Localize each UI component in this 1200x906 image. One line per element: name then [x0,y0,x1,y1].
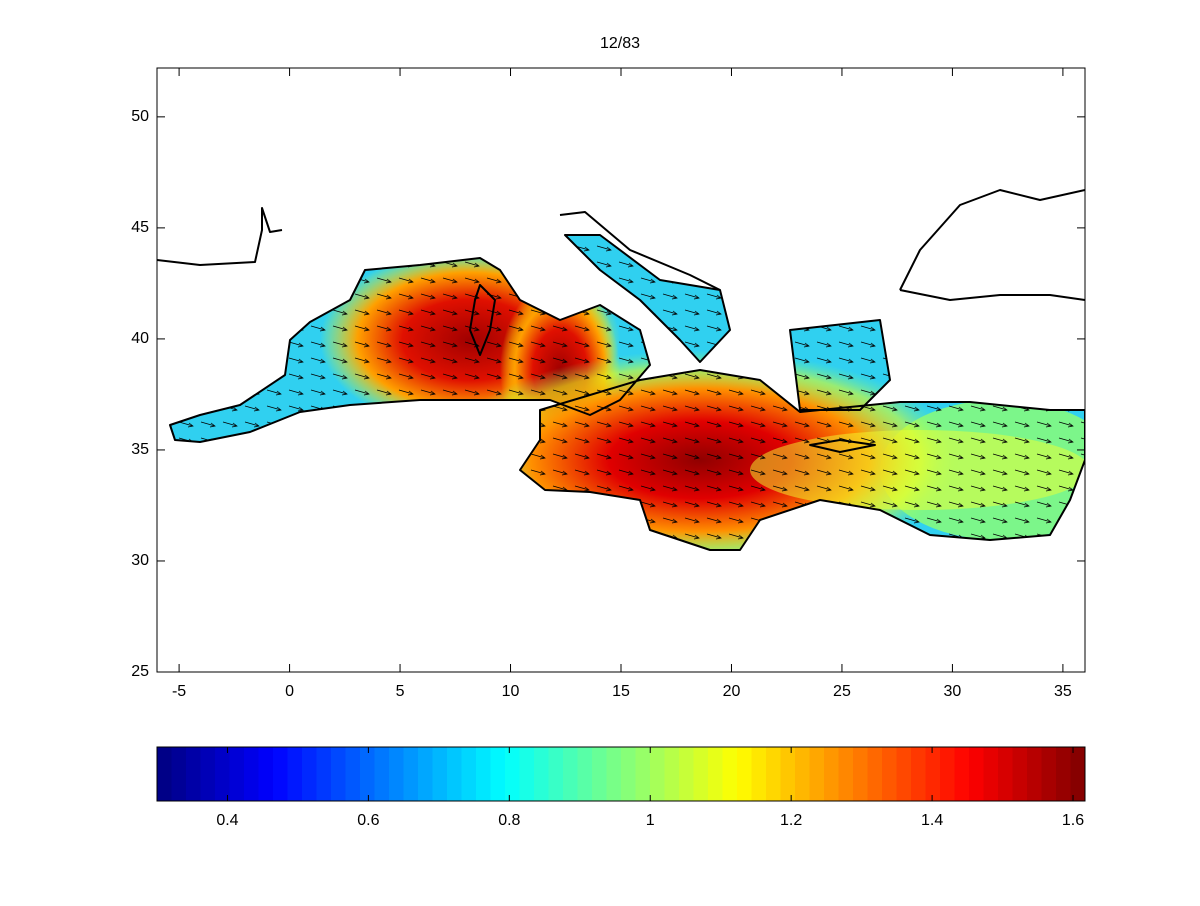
colorbar-cell [1012,747,1028,801]
colorbar-tick-label: 1.2 [780,812,802,829]
colorbar-cell [679,747,694,801]
y-tick-label: 40 [131,330,149,347]
colorbar-cell [345,747,361,801]
colorbar-cell [490,747,506,801]
colorbar-cell [1027,747,1042,801]
colorbar-cell [592,747,607,801]
colorbar-cell [606,747,622,801]
colorbar-cell [1041,747,1057,801]
colorbar-cell [316,747,332,801]
colorbar-cell [882,747,897,801]
colorbar-cell [447,747,462,801]
colorbar-cell [273,747,288,801]
colorbar-cell [708,747,723,801]
colorbar-cell [722,747,738,801]
colorbar-cell [171,747,187,801]
colorbar-cell [505,747,520,801]
colorbar-cell [360,747,375,801]
colorbar-cell [969,747,984,801]
colorbar-cell [911,747,926,801]
colorbar-cell [418,747,433,801]
colorbar-cell [432,747,448,801]
colorbar-tick-label: 0.6 [357,812,379,829]
y-tick-label: 45 [131,219,149,236]
colorbar-cell [331,747,346,801]
colorbar-cell [244,747,259,801]
y-tick-label: 35 [131,441,149,458]
colorbar-cell [519,747,535,801]
y-tick-label: 25 [131,663,149,680]
colorbar-cell [824,747,839,801]
colorbar-cell [186,747,201,801]
colorbar-cell [1056,747,1071,801]
colorbar-cell [258,747,274,801]
colorbar-cell [925,747,941,801]
x-tick-label: 10 [502,683,520,700]
colorbar-tick-label: 1 [646,812,655,829]
x-tick-label: 5 [396,683,405,700]
colorbar-cell [751,747,767,801]
colorbar-cell [737,747,752,801]
x-tick-label: 20 [723,683,741,700]
colorbar-cell [374,747,390,801]
colorbar-tick-label: 1.4 [921,812,943,829]
colorbar-cell [577,747,593,801]
colorbar-cell [853,747,868,801]
colorbar-cell [1070,747,1086,801]
colorbar-tick-label: 0.8 [498,812,520,829]
colorbar-cell [389,747,404,801]
colorbar-cell [548,747,564,801]
chart-title: 12/83 [600,35,640,52]
colorbar-cell [635,747,651,801]
x-tick-label: 35 [1054,683,1072,700]
colorbar-frame [156,746,1086,802]
colorbar-cell [998,747,1013,801]
y-tick-label: 50 [131,108,149,125]
x-tick-label: 30 [944,683,962,700]
colorbar-cell [157,747,172,801]
colorbar-cell [896,747,912,801]
x-tick-label: -5 [172,683,186,700]
colorbar-cell [693,747,709,801]
x-tick-label: 25 [833,683,851,700]
colorbar-cell [287,747,303,801]
y-tick-label: 30 [131,552,149,569]
colorbar-cell [302,747,317,801]
colorbar-cell [795,747,810,801]
x-tick-label: 15 [612,683,630,700]
colorbar-cell [200,747,216,801]
colorbar-tick-label: 1.6 [1062,812,1084,829]
colorbar-cell [563,747,578,801]
x-tick-label: 0 [285,683,294,700]
colorbar-cell [940,747,955,801]
colorbar-cell [534,747,549,801]
colorbar-cell [461,747,477,801]
colorbar-cell [403,747,419,801]
colorbar-tick-label: 0.4 [216,812,238,829]
colorbar-cell [650,747,665,801]
colorbar-cell [766,747,781,801]
colorbar-cell [809,747,825,801]
colorbar-cell [867,747,883,801]
colorbar-cell [664,747,680,801]
colorbar-cell [621,747,636,801]
colorbar-cell [215,747,230,801]
colorbar-cell [780,747,796,801]
colorbar-cell [983,747,999,801]
colorbar-cell [476,747,491,801]
colorbar-cell [229,747,245,801]
colorbar-cell [954,747,970,801]
colorbar-cell [838,747,854,801]
